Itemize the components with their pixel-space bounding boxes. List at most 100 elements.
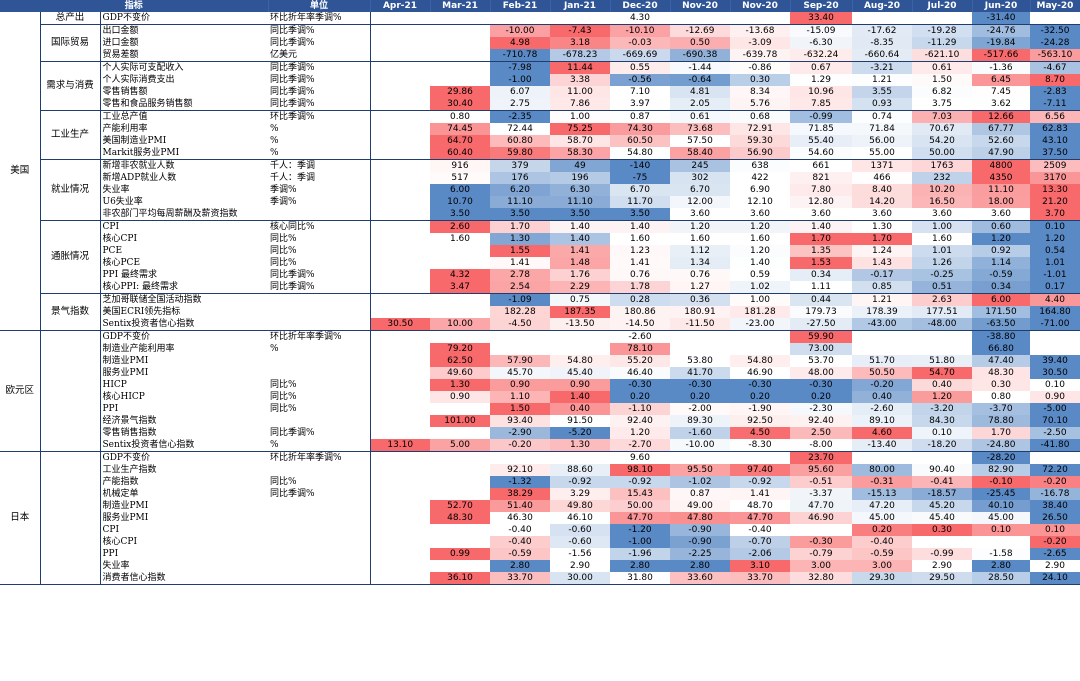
value-cell: 4.40 (1030, 293, 1080, 306)
value-cell (370, 196, 430, 208)
value-cell: -0.99 (912, 548, 972, 560)
value-cell: 1.70 (852, 233, 912, 245)
value-cell: 3.50 (430, 208, 490, 221)
value-cell: 23.70 (790, 451, 852, 464)
value-cell: 0.75 (550, 293, 610, 306)
value-cell: -2.06 (730, 548, 790, 560)
indicator-name: 零售和食品服务销售额 (100, 98, 268, 111)
value-cell: 1.43 (852, 257, 912, 269)
value-cell: 31.80 (610, 572, 670, 585)
value-cell: 38.29 (490, 488, 550, 500)
value-cell: -0.30 (790, 379, 852, 391)
value-cell (370, 488, 430, 500)
value-cell: 46.30 (490, 512, 550, 524)
table-row: 制造业PMI 62.50 57.90 54.80 55.20 53.80 54.80 53.7… (0, 355, 1080, 367)
macro-indicator-table: 指标 单位 Apr-21 Mar-21 Feb-21 Jan-21 Dec-20 Nov-… (0, 0, 1080, 585)
value-cell: 1.41 (490, 257, 550, 269)
value-cell: 4.50 (730, 427, 790, 439)
value-cell: 176 (490, 172, 550, 184)
value-cell: 3.60 (730, 208, 790, 221)
value-cell (370, 86, 430, 98)
value-cell: 0.10 (912, 427, 972, 439)
indicator-name: PCE (102, 246, 123, 256)
value-cell (550, 12, 610, 25)
value-cell: 46.10 (550, 512, 610, 524)
value-cell (370, 536, 430, 548)
value-cell: 0.67 (790, 61, 852, 74)
value-cell: -25.45 (972, 488, 1030, 500)
value-cell: 21.20 (1030, 196, 1080, 208)
value-cell: 178.39 (852, 306, 912, 318)
value-cell: 6.56 (1030, 110, 1080, 123)
value-cell: -0.60 (550, 524, 610, 536)
value-cell: 1.78 (610, 281, 670, 294)
indicator-unit: 核心同比% (268, 220, 371, 233)
value-cell (370, 184, 430, 196)
value-cell: -0.64 (670, 74, 730, 86)
value-cell: 101.00 (430, 415, 490, 427)
value-cell: 0.61 (670, 110, 730, 123)
indicator-name: 贸易差额 (100, 49, 268, 62)
value-cell: 57.50 (670, 135, 730, 147)
value-cell: 10.20 (912, 184, 972, 196)
value-cell: 1.29 (790, 74, 852, 86)
value-cell: 92.40 (610, 415, 670, 427)
indicator-name: Sentix投资者信心指数 (100, 318, 268, 331)
value-cell: 2.80 (610, 560, 670, 572)
value-cell: 4800 (972, 159, 1030, 172)
value-cell (370, 379, 430, 391)
value-cell: -16.78 (1030, 488, 1080, 500)
value-cell: 54.80 (730, 355, 790, 367)
value-cell: 1.01 (1030, 257, 1080, 269)
value-cell (730, 452, 790, 465)
value-cell (370, 294, 430, 307)
value-cell (430, 306, 490, 318)
value-cell: -0.30 (730, 379, 790, 391)
table-row: Markit服务业PMI% 60.40 59.80 58.30 54.80 58.40 56… (0, 147, 1080, 160)
value-cell (490, 452, 550, 465)
value-cell: 30.50 (370, 318, 430, 331)
value-cell: 32.80 (790, 572, 852, 585)
value-cell: -1.09 (490, 293, 550, 306)
value-cell: 79.20 (430, 343, 490, 355)
value-cell (1030, 331, 1080, 344)
value-cell: -0.40 (490, 536, 550, 548)
value-cell: 3.60 (972, 208, 1030, 221)
value-cell: 1.41 (610, 257, 670, 269)
value-cell: 46.90 (730, 367, 790, 379)
value-cell: 75.25 (550, 123, 610, 135)
value-cell: -3.09 (730, 37, 790, 49)
value-cell: 2.90 (912, 560, 972, 572)
value-cell: 74.30 (610, 123, 670, 135)
value-cell: -8.30 (730, 439, 790, 452)
value-cell (370, 548, 430, 560)
indicator-name: 新增ADP就业人数 (102, 173, 177, 183)
indicator-name: 进口金额 (102, 38, 139, 48)
indicator-name: 核心CPI (102, 234, 138, 244)
header-month: Aug-20 (852, 0, 913, 12)
region-label: 日本 (0, 451, 41, 585)
value-cell: -0.20 (852, 379, 912, 391)
value-cell: 1.30 (430, 379, 490, 391)
indicator-unit: 同比% (268, 403, 371, 415)
value-cell: 181.28 (730, 306, 790, 318)
value-cell: 47.90 (972, 147, 1030, 160)
value-cell: 56.90 (730, 147, 790, 160)
value-cell (670, 331, 730, 344)
value-cell: -0.59 (852, 548, 912, 560)
indicator-name: GDP不变价 (102, 453, 150, 463)
value-cell: 66.80 (972, 343, 1030, 355)
value-cell: -31.40 (972, 12, 1030, 25)
value-cell: -0.20 (490, 439, 550, 452)
value-cell: 0.40 (550, 403, 610, 415)
value-cell: 24.10 (1030, 572, 1080, 585)
value-cell: 48.30 (430, 512, 490, 524)
value-cell: 5.00 (430, 439, 490, 452)
value-cell: -0.59 (972, 269, 1030, 281)
value-cell: 6.00 (972, 293, 1030, 306)
value-cell (370, 572, 430, 585)
table-row: 工业生产指数 92.10 88.60 98.10 95.50 97.40 95.60 80.0… (0, 464, 1080, 476)
value-cell: 0.54 (1030, 245, 1080, 257)
value-cell: 6.70 (610, 184, 670, 196)
value-cell: -1.01 (1030, 269, 1080, 281)
